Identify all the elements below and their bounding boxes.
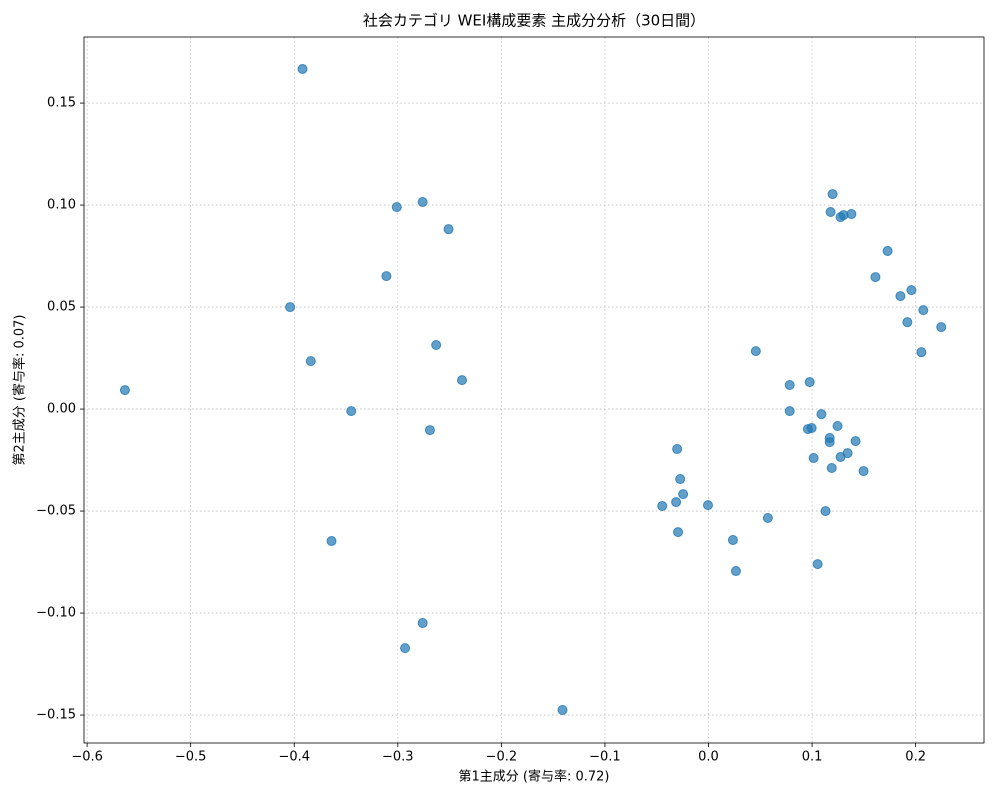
- point: [431, 340, 442, 351]
- y-tick-label: −0.05: [36, 504, 76, 519]
- point: [895, 291, 906, 302]
- point: [297, 64, 308, 75]
- y-tick-label: 0.15: [47, 96, 76, 111]
- y-axis-label: 第2主成分 (寄与率: 0.07): [12, 314, 28, 465]
- y-tick-label: 0.00: [47, 402, 76, 417]
- point: [346, 406, 357, 417]
- point: [812, 559, 823, 570]
- point: [870, 272, 881, 283]
- point: [882, 245, 893, 256]
- point: [730, 566, 741, 577]
- point: [784, 380, 795, 391]
- point: [400, 643, 411, 654]
- point: [832, 421, 843, 432]
- point: [391, 202, 402, 213]
- point: [381, 271, 392, 282]
- point: [417, 618, 428, 629]
- point: [671, 497, 682, 508]
- chart-title: 社会カテゴリ WEI構成要素 主成分分析（30日間）: [363, 12, 705, 30]
- point: [826, 463, 837, 474]
- point: [858, 466, 869, 477]
- point: [305, 356, 316, 367]
- point: [850, 436, 861, 447]
- point: [657, 500, 668, 511]
- point: [675, 474, 686, 485]
- plot-frame: [83, 36, 985, 744]
- y-tick-label: 0.05: [47, 300, 76, 315]
- x-tick-label: 0.1: [802, 750, 823, 765]
- point: [936, 322, 947, 333]
- x-tick-label: −0.4: [278, 750, 310, 765]
- point: [727, 535, 738, 546]
- point: [784, 406, 795, 417]
- point: [918, 305, 929, 316]
- x-tick-label: 0.0: [698, 750, 719, 765]
- point: [842, 448, 853, 459]
- point: [672, 444, 683, 455]
- point: [846, 209, 857, 220]
- point: [557, 704, 568, 715]
- point: [443, 224, 454, 235]
- point: [417, 197, 428, 208]
- x-tick-label: 0.2: [905, 750, 926, 765]
- x-tick-label: −0.6: [71, 750, 103, 765]
- point: [762, 513, 773, 524]
- point: [825, 207, 836, 218]
- point: [804, 377, 815, 388]
- point: [827, 189, 838, 200]
- point: [750, 346, 761, 357]
- x-tick-label: −0.3: [382, 750, 414, 765]
- y-tick-label: 0.10: [47, 198, 76, 213]
- point: [824, 433, 835, 444]
- x-tick-label: −0.2: [486, 750, 518, 765]
- point: [673, 527, 684, 538]
- y-tick-label: −0.15: [36, 708, 76, 723]
- point: [820, 506, 831, 517]
- point: [702, 500, 713, 511]
- x-tick-label: −0.1: [589, 750, 621, 765]
- point: [285, 302, 296, 313]
- point: [457, 375, 468, 386]
- x-tick-label: −0.5: [175, 750, 207, 765]
- point: [424, 425, 435, 436]
- point: [806, 423, 817, 434]
- point: [906, 285, 917, 296]
- point: [816, 409, 827, 420]
- y-tick-label: −0.10: [36, 606, 76, 621]
- point: [902, 317, 913, 328]
- point: [326, 536, 337, 547]
- point: [808, 453, 819, 464]
- point: [678, 489, 689, 500]
- x-axis-label: 第1主成分 (寄与率: 0.72): [458, 769, 609, 785]
- point: [916, 347, 927, 358]
- point: [119, 385, 130, 396]
